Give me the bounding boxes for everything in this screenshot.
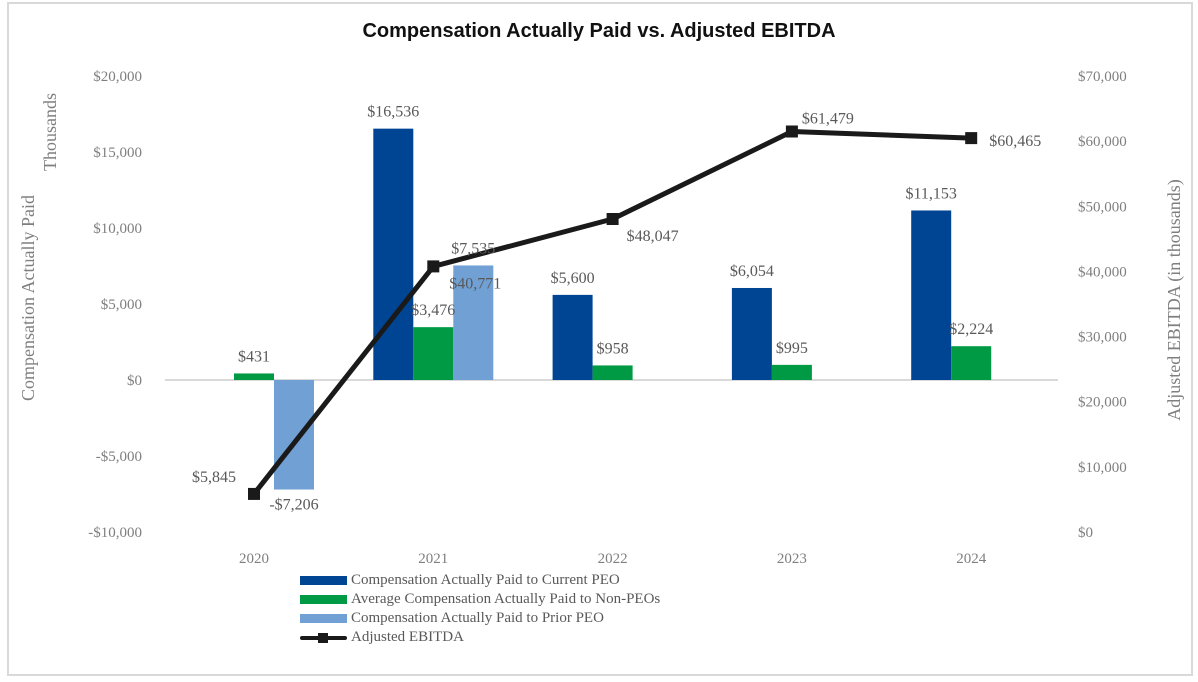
chart-title: Compensation Actually Paid vs. Adjusted … [362,20,836,42]
bar-prior-peo [453,265,494,380]
data-label: $2,224 [949,321,993,338]
y-tick-label-right: $60,000 [1078,134,1127,150]
data-label: $995 [776,340,808,357]
legend-swatch-adjusted-ebitda [300,631,347,645]
ebitda-marker [248,487,260,500]
y-tick-label-left: $10,000 [93,221,142,237]
y-tick-label-right: $70,000 [1078,69,1127,85]
bar-non-peos [771,364,812,380]
y-tick-label-right: $30,000 [1078,330,1127,346]
ebitda-data-label: $60,465 [989,133,1041,150]
x-tick-label: 2024 [956,551,987,567]
y-axis-left-title: Compensation Actually Paid [18,195,38,401]
bar-current-peo [731,287,772,380]
y-tick-label-left: $20,000 [93,69,142,85]
y-tick-label-left: $15,000 [93,145,142,161]
legend: Compensation Actually Paid to Current PE… [300,571,660,647]
ebitda-marker [427,260,440,273]
legend-swatch-prior-peo [300,614,347,623]
bar-current-peo [373,128,414,380]
y-tick-label-left: $0 [127,373,142,389]
y-tick-label-right: $0 [1078,525,1093,541]
ebitda-data-label: $61,479 [802,111,854,128]
ebitda-data-label: $48,047 [627,228,679,245]
legend-label: Adjusted EBITDA [351,629,464,645]
legend-item-adjusted-ebitda: Adjusted EBITDA [300,628,660,647]
ebitda-marker [785,125,798,138]
y-tick-label-left: -$10,000 [88,525,142,541]
legend-label: Compensation Actually Paid to Current PE… [351,572,620,588]
legend-item-current-peo: Compensation Actually Paid to Current PE… [300,571,660,590]
data-label: $5,600 [551,270,595,287]
legend-item-prior-peo: Compensation Actually Paid to Prior PEO [300,609,660,628]
x-axis: 2020 2021 2022 2023 2024 [239,551,987,567]
x-tick-label: 2023 [777,551,807,567]
data-label: $11,153 [905,185,956,202]
chart-frame [7,2,1193,676]
data-label: $6,054 [730,263,774,280]
data-labels-group: $16,536 $5,600 $6,054 $11,153 $431 $3,476 $958… [192,104,1041,514]
bar-non-peos [592,365,633,380]
y-tick-label-right: $50,000 [1078,199,1127,215]
ebitda-marker [965,132,978,145]
legend-swatch-non-peos [300,595,347,604]
bar-non-peos [234,373,274,380]
legend-swatch-current-peo [300,576,347,585]
x-tick-label: 2020 [239,551,269,567]
y-tick-label-right: $40,000 [1078,264,1127,280]
y-tick-label-left: $5,000 [101,297,142,313]
y-tick-label-right: $10,000 [1078,460,1127,476]
ebitda-marker [606,213,619,226]
legend-item-non-peos: Average Compensation Actually Paid to No… [300,590,660,609]
bar-current-peo [911,210,952,380]
y-axis-right-title: Adjusted EBITDA (in thousands) [1164,179,1185,420]
data-label: $7,535 [451,240,495,257]
data-label: -$7,206 [269,497,318,514]
bar-current-peo [552,294,593,380]
data-label: $16,536 [367,104,419,121]
bar-prior-peo [274,380,314,490]
bars-group [234,128,992,490]
legend-label: Average Compensation Actually Paid to No… [351,591,661,607]
ebitda-data-label: $40,771 [449,275,501,292]
y-tick-label-right: $20,000 [1078,395,1127,411]
y-axis-left-units: Thousands [40,93,60,171]
y-axis-right: $70,000 $60,000 $50,000 $40,000 $30,000 $20,0… [1078,69,1127,541]
data-label: $431 [238,348,270,365]
legend-label: Compensation Actually Paid to Prior PEO [351,610,604,626]
data-label: $3,476 [411,302,455,319]
bar-non-peos [951,346,992,380]
data-label: $958 [597,340,629,357]
y-axis-left: $20,000 $15,000 $10,000 $5,000 $0 -$5,000 -$10… [88,69,142,541]
bar-non-peos [413,327,454,380]
y-tick-label-left: -$5,000 [96,449,142,465]
ebitda-line [252,129,972,496]
ebitda-line-group [248,125,978,500]
x-tick-label: 2021 [418,551,448,567]
x-tick-label: 2022 [598,551,628,567]
ebitda-data-label: $5,845 [192,469,236,486]
